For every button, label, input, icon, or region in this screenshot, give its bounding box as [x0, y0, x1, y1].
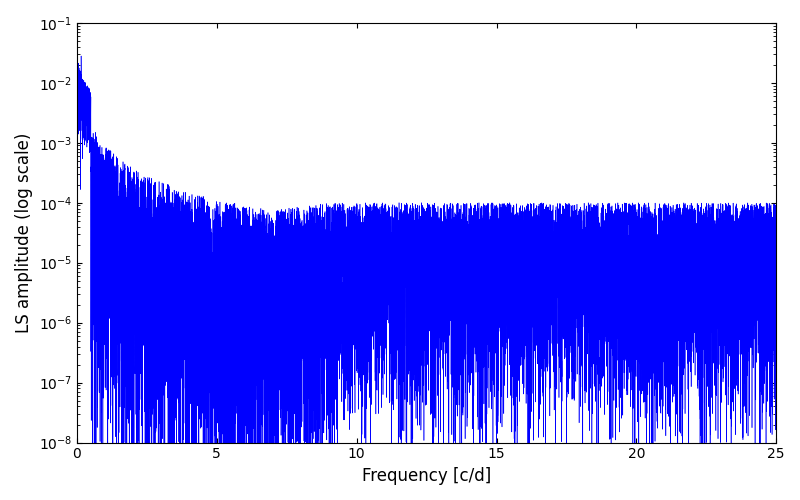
Y-axis label: LS amplitude (log scale): LS amplitude (log scale) [15, 132, 33, 333]
X-axis label: Frequency [c/d]: Frequency [c/d] [362, 467, 491, 485]
